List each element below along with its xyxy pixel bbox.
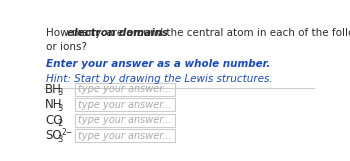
Text: Enter your answer as a whole number.: Enter your answer as a whole number. — [47, 59, 271, 69]
Text: type your answer...: type your answer... — [78, 115, 172, 125]
Text: 2−: 2− — [62, 128, 73, 137]
Text: 3: 3 — [57, 134, 62, 143]
Text: 2: 2 — [57, 119, 62, 128]
FancyBboxPatch shape — [75, 114, 175, 127]
Text: 3: 3 — [57, 104, 62, 113]
Text: are around the central atom in each of the following molecules: are around the central atom in each of t… — [104, 28, 350, 38]
Text: type your answer...: type your answer... — [78, 84, 172, 94]
Text: SO: SO — [45, 129, 62, 142]
Text: BH: BH — [45, 83, 62, 95]
Text: How many: How many — [47, 28, 105, 38]
Text: or ions?: or ions? — [47, 42, 88, 52]
Text: electron domains: electron domains — [67, 28, 168, 38]
FancyBboxPatch shape — [75, 83, 175, 96]
FancyBboxPatch shape — [75, 129, 175, 142]
Text: CO: CO — [45, 114, 63, 127]
Text: type your answer...: type your answer... — [78, 131, 172, 141]
Text: Hint: Start by drawing the Lewis structures.: Hint: Start by drawing the Lewis structu… — [47, 75, 273, 85]
Text: type your answer...: type your answer... — [78, 99, 172, 109]
FancyBboxPatch shape — [75, 98, 175, 111]
Text: NH: NH — [45, 98, 63, 111]
Text: 3: 3 — [57, 88, 62, 97]
